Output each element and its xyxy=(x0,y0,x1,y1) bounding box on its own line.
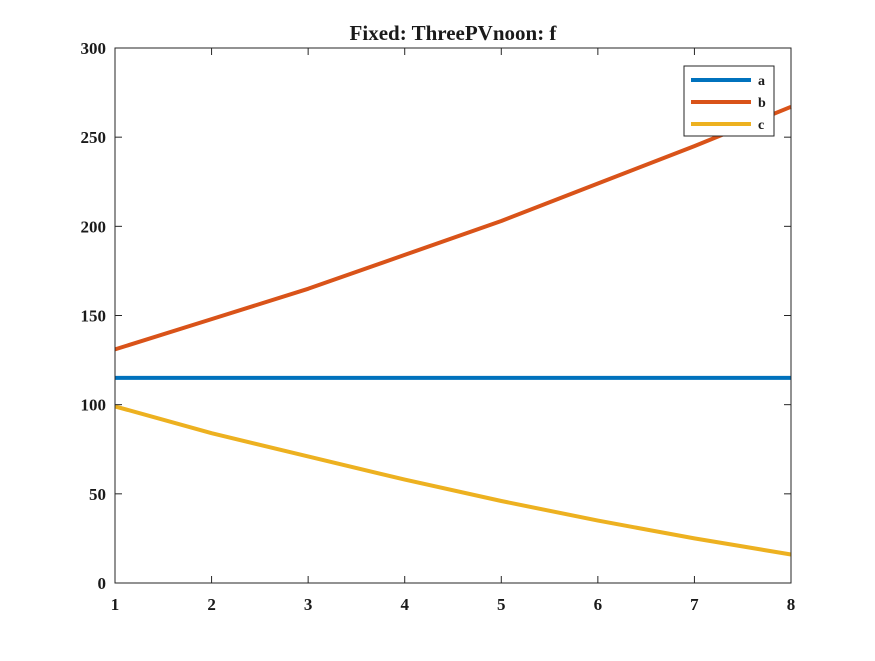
series-layer xyxy=(114,104,792,557)
y-tick-label: 200 xyxy=(81,217,107,236)
x-tick-label: 4 xyxy=(400,595,409,614)
axis-layer: 1 2 3 4 5 6 7 8 0 50 100 150 200 250 300 xyxy=(81,39,796,614)
x-tick-label: 5 xyxy=(497,595,506,614)
y-tick-label: 300 xyxy=(81,39,107,58)
x-tick-label: 7 xyxy=(690,595,699,614)
legend: abc xyxy=(683,65,775,137)
chart-title: Fixed: ThreePVnoon: f xyxy=(350,21,558,45)
x-tick-label: 6 xyxy=(594,595,603,614)
y-tick-label: 50 xyxy=(89,485,106,504)
legend-label-a: a xyxy=(758,74,765,89)
legend-label-c: c xyxy=(758,118,764,133)
y-tick-label: 0 xyxy=(98,574,107,593)
y-tick-label: 150 xyxy=(81,307,107,326)
y-tick-label: 250 xyxy=(81,128,107,147)
x-tick-label: 3 xyxy=(304,595,313,614)
x-tick-label: 1 xyxy=(111,595,120,614)
x-tick-label: 2 xyxy=(207,595,216,614)
x-tick-label: 8 xyxy=(787,595,796,614)
legend-label-b: b xyxy=(758,96,766,111)
y-tick-label: 100 xyxy=(81,396,107,415)
series-line-c xyxy=(114,404,792,557)
series-line-b xyxy=(114,104,792,352)
